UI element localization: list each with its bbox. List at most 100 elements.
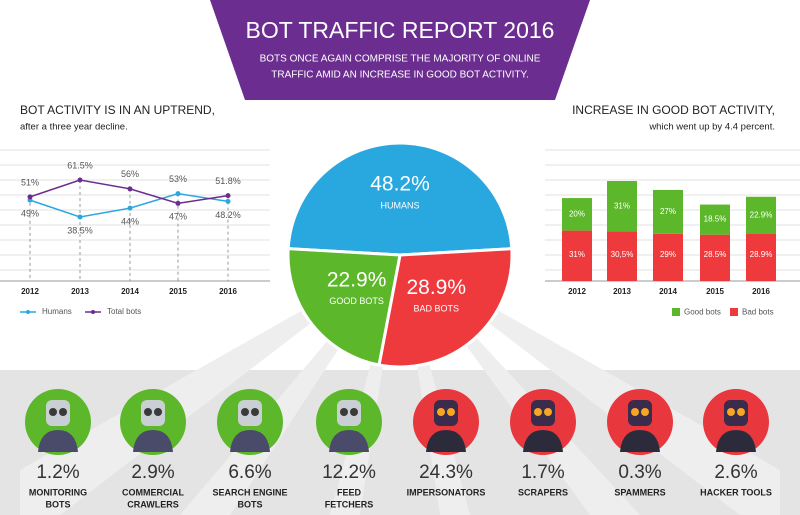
bot-body — [426, 430, 466, 452]
bot-eye — [241, 408, 249, 416]
bot-body — [620, 430, 660, 452]
bot-name: BOTS — [237, 499, 262, 509]
ray — [20, 255, 400, 515]
bot-share: 1.2% — [36, 462, 79, 483]
bot-eye — [350, 408, 358, 416]
bot-name: HACKER TOOLS — [700, 487, 772, 497]
bot-head — [238, 400, 262, 426]
x-tick-label: 2014 — [121, 287, 139, 296]
x-tick-label: 2014 — [659, 287, 677, 296]
x-tick-label: 2012 — [568, 287, 586, 296]
legend-swatch — [26, 310, 30, 314]
data-label: 53% — [169, 174, 187, 184]
bot-eye — [641, 408, 649, 416]
x-tick-label: 2012 — [21, 287, 39, 296]
bot-name: SPAMMERS — [614, 487, 665, 497]
data-label: 31% — [569, 250, 585, 259]
bot-share: 0.3% — [618, 462, 661, 483]
x-tick-label: 2016 — [219, 287, 237, 296]
series-line — [29, 192, 229, 218]
bar-segment — [653, 189, 683, 234]
section-subtitle: which went up by 4.4 percent. — [648, 122, 775, 133]
bot-share: 2.9% — [131, 462, 174, 483]
bot-head — [628, 400, 652, 426]
data-label: 18.5% — [704, 215, 727, 224]
bot-eye — [49, 408, 57, 416]
slice-label: BAD BOTS — [413, 304, 459, 314]
x-tick-label: 2013 — [71, 287, 89, 296]
point — [77, 214, 83, 220]
bot-name: SCRAPERS — [518, 487, 568, 497]
bar-segment — [607, 231, 637, 281]
legend-swatch — [730, 308, 738, 316]
section-title: INCREASE IN GOOD BOT ACTIVITY, — [572, 103, 775, 117]
bot-eye — [154, 408, 162, 416]
bot-eye — [727, 408, 735, 416]
point — [127, 205, 133, 211]
bot-body — [716, 430, 756, 452]
x-tick-label: 2015 — [169, 287, 187, 296]
data-label: 44% — [121, 217, 139, 227]
bot-name: BOTS — [45, 499, 70, 509]
x-tick-label: 2016 — [752, 287, 770, 296]
legend-swatch — [91, 310, 95, 314]
bot-eye — [534, 408, 542, 416]
subtitle: TRAFFIC AMID AN INCREASE IN GOOD BOT ACT… — [271, 70, 528, 81]
header-banner — [210, 0, 590, 100]
bot-name: COMMERCIAL — [122, 487, 184, 497]
slice-label: GOOD BOTS — [329, 296, 384, 306]
bar-segment — [700, 234, 730, 281]
bot-body — [329, 430, 369, 452]
bot-eye — [737, 408, 745, 416]
bot-head — [337, 400, 361, 426]
data-label: 61.5% — [67, 160, 93, 170]
bot-eye — [59, 408, 67, 416]
point — [27, 194, 33, 200]
bot-eye — [340, 408, 348, 416]
bot-body — [38, 430, 78, 452]
point — [127, 186, 133, 192]
point — [225, 193, 231, 199]
bot-name: IMPERSONATORS — [407, 487, 486, 497]
pie-slice — [377, 247, 514, 369]
bot-body — [230, 430, 270, 452]
bot-name: FETCHERS — [325, 499, 374, 509]
bot-name: MONITORING — [29, 487, 87, 497]
legend-label: Humans — [42, 307, 72, 316]
legend-label: Bad bots — [742, 308, 774, 317]
bot-head — [531, 400, 555, 426]
bot-body — [133, 430, 173, 452]
data-label: 48.2% — [215, 210, 241, 220]
bar-segment — [746, 234, 776, 281]
bot-head — [724, 400, 748, 426]
bot-head — [141, 400, 165, 426]
bot-eye — [437, 408, 445, 416]
bot-eye — [251, 408, 259, 416]
data-label: 56% — [121, 169, 139, 179]
point — [225, 198, 231, 204]
data-label: 51% — [21, 177, 39, 187]
bot-eye — [544, 408, 552, 416]
section-subtitle: after a three year decline. — [20, 122, 128, 133]
data-label: 20% — [569, 209, 585, 218]
x-tick-label: 2013 — [613, 287, 631, 296]
bot-head — [46, 400, 70, 426]
bot-name: CRAWLERS — [127, 499, 179, 509]
data-label: 31% — [614, 201, 630, 210]
bot-body — [523, 430, 563, 452]
legend-label: Total bots — [107, 307, 141, 316]
bot-share: 1.7% — [521, 462, 564, 483]
bot-eye — [447, 408, 455, 416]
bot-name: FEED — [337, 487, 362, 497]
slice-label: HUMANS — [380, 200, 419, 210]
ray — [400, 255, 780, 515]
series-line — [29, 179, 229, 205]
data-label: 49% — [21, 208, 39, 218]
bot-share: 24.3% — [419, 462, 473, 483]
bar-segment — [746, 196, 776, 235]
bot-eye — [144, 408, 152, 416]
data-label: 28.9% — [750, 250, 773, 259]
bot-share: 2.6% — [714, 462, 757, 483]
bot-head — [434, 400, 458, 426]
